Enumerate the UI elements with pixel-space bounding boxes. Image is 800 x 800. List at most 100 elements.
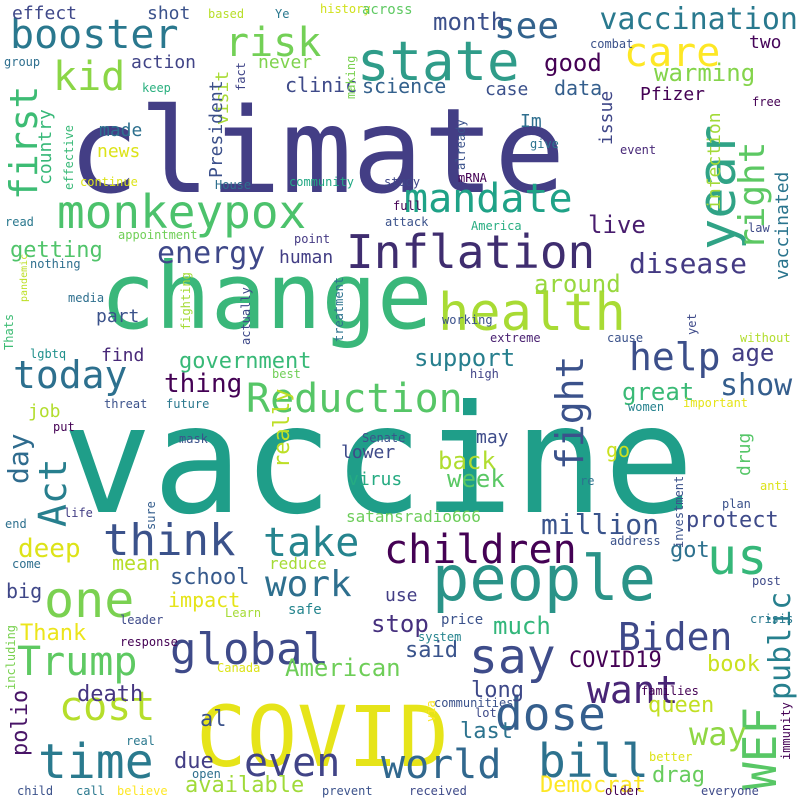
cloud-word: House <box>215 178 251 192</box>
cloud-word: full <box>393 199 422 213</box>
cloud-word: warming <box>654 59 755 87</box>
cloud-word: lgbtq <box>30 347 66 361</box>
cloud-word: safe <box>288 602 322 618</box>
cloud-word: find <box>101 345 144 366</box>
cloud-word: way <box>689 715 747 753</box>
cloud-word: year <box>688 125 748 250</box>
cloud-word: Learn <box>225 606 261 620</box>
cloud-word: help <box>629 335 721 379</box>
cloud-word: already <box>454 119 468 170</box>
cloud-word: Thank <box>20 621 86 646</box>
cloud-word: global <box>170 624 329 675</box>
cloud-word: month <box>433 8 505 36</box>
cloud-word: Inflation <box>346 225 595 279</box>
cloud-word: based <box>208 7 244 21</box>
cloud-word: life <box>64 506 93 520</box>
cloud-word: COVID19 <box>569 648 662 673</box>
cloud-word: got <box>670 538 710 563</box>
cloud-word: today <box>13 353 127 397</box>
cloud-word: two <box>749 32 782 53</box>
cloud-word: mandate <box>404 176 573 222</box>
cloud-word: families <box>641 684 699 698</box>
cloud-word: day <box>2 433 35 484</box>
cloud-word: vaccine <box>62 374 694 548</box>
cloud-word: time <box>38 734 154 790</box>
cloud-word: human <box>279 247 333 268</box>
cloud-word: price <box>441 612 483 628</box>
cloud-word: event <box>620 143 656 157</box>
cloud-word: yet <box>685 313 699 335</box>
cloud-word: job <box>28 401 61 422</box>
cloud-word: state <box>357 30 520 93</box>
cloud-word: case <box>485 79 528 100</box>
cloud-word: fight <box>548 356 592 470</box>
cloud-word: history <box>320 2 371 16</box>
cloud-word: drag <box>652 763 705 788</box>
cloud-word: around <box>534 270 621 298</box>
cloud-word: system <box>418 630 461 644</box>
cloud-word: news <box>97 141 140 162</box>
cloud-word: data <box>554 76 602 100</box>
cloud-word: President <box>206 80 227 178</box>
cloud-word: community <box>289 175 354 189</box>
cloud-word: monkeypox <box>57 185 306 239</box>
cloud-word: appointment <box>118 228 197 242</box>
cloud-word: women <box>628 400 664 414</box>
cloud-word: made <box>99 120 142 141</box>
cloud-word: America <box>471 219 522 233</box>
cloud-word: put <box>53 420 75 434</box>
cloud-word: see <box>494 6 559 47</box>
cloud-word: keep <box>142 81 171 95</box>
cloud-word: support <box>414 344 515 372</box>
cloud-word: last <box>460 719 513 744</box>
cloud-word: pandemic <box>19 254 30 302</box>
cloud-word: leader <box>120 613 163 627</box>
cloud-word: important <box>683 396 748 410</box>
cloud-word: Pfizer <box>640 84 705 105</box>
cloud-word: much <box>493 612 551 640</box>
cloud-word: call <box>76 784 105 798</box>
cloud-word: believe <box>117 784 168 798</box>
cloud-word: take <box>263 520 359 566</box>
cloud-word: queen <box>648 693 714 718</box>
cloud-word: age <box>731 339 774 367</box>
cloud-word: give <box>530 137 559 151</box>
cloud-word: reduce <box>269 554 327 573</box>
cloud-word: open <box>192 767 221 781</box>
cloud-word: post <box>752 574 781 588</box>
cloud-word: polio <box>8 690 33 756</box>
cloud-word: plan <box>722 497 751 511</box>
cloud-word: al <box>200 707 227 732</box>
cloud-word: across <box>362 2 413 18</box>
cloud-word: go <box>606 438 630 462</box>
cloud-word: climate <box>68 82 565 220</box>
cloud-word: Democrat <box>540 773 646 798</box>
cloud-word: children <box>384 527 577 573</box>
cloud-word: good <box>544 49 602 77</box>
cloud-word: media <box>68 291 104 305</box>
cloud-word: long <box>471 678 524 703</box>
cloud-word: work <box>265 564 352 605</box>
cloud-word: big <box>6 579 42 603</box>
cloud-word: immunity <box>779 702 793 760</box>
cloud-word: attack <box>385 215 429 229</box>
cloud-word: read <box>5 215 34 229</box>
cloud-word: lower <box>341 442 395 463</box>
cloud-word: book <box>707 652 760 677</box>
cloud-word: future <box>166 397 209 411</box>
cloud-word: lot <box>475 706 497 720</box>
cloud-word: mask <box>179 432 209 446</box>
cloud-word: kid <box>53 54 125 100</box>
cloud-word: impact <box>168 588 240 612</box>
cloud-word: dose <box>495 687 606 741</box>
cloud-word: available <box>185 773 304 798</box>
cloud-word: deep <box>18 534 81 564</box>
cloud-word: back <box>438 447 496 475</box>
cloud-word: Act <box>31 458 75 527</box>
cloud-word: action <box>131 52 196 73</box>
cloud-word: fighting <box>179 272 193 330</box>
cloud-word: vaccination <box>599 2 798 37</box>
cloud-word: investment <box>672 476 686 548</box>
